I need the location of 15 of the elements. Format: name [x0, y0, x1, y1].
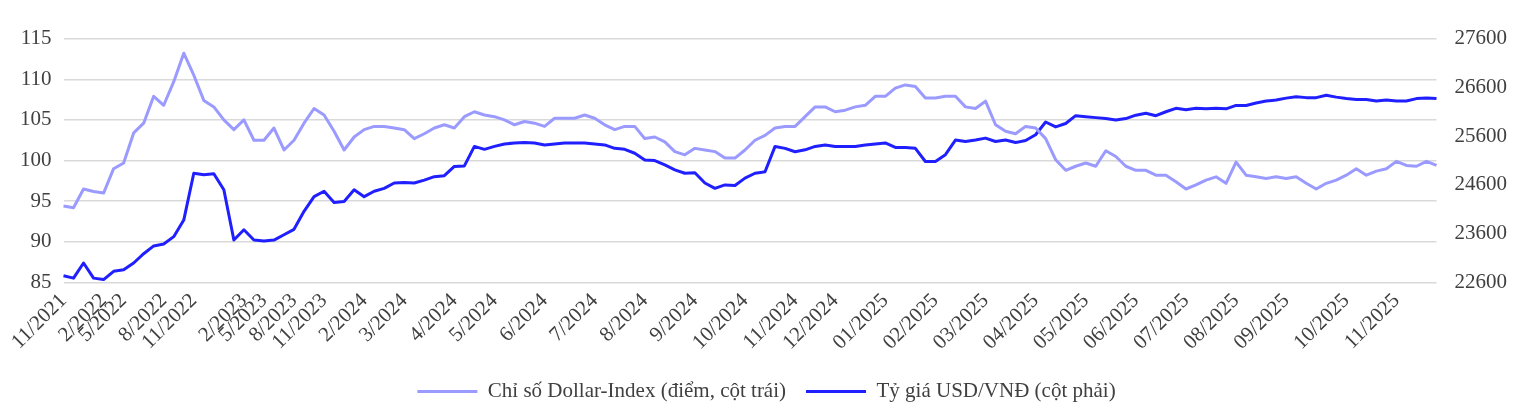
legend-label: Chỉ số Dollar-Index (điểm, cột trái) — [487, 378, 787, 403]
y2-tick-label: 26600 — [1454, 73, 1507, 98]
y2-tick-label: 27600 — [1454, 25, 1507, 50]
legend-label: Tỷ giá USD/VNĐ (cột phải) — [876, 378, 1116, 403]
y-tick-label: 105 — [20, 106, 52, 131]
y-tick-label: 85 — [30, 269, 52, 294]
y-tick-label: 115 — [20, 25, 52, 50]
y-tick-label: 100 — [20, 147, 52, 172]
y-tick-label: 110 — [20, 65, 52, 90]
y2-tick-label: 25600 — [1454, 122, 1507, 147]
y-tick-label: 90 — [30, 228, 52, 253]
y-tick-label: 95 — [30, 187, 52, 212]
y2-tick-label: 23600 — [1454, 220, 1507, 245]
y2-tick-label: 22600 — [1454, 269, 1507, 294]
y2-tick-label: 24600 — [1454, 171, 1507, 196]
